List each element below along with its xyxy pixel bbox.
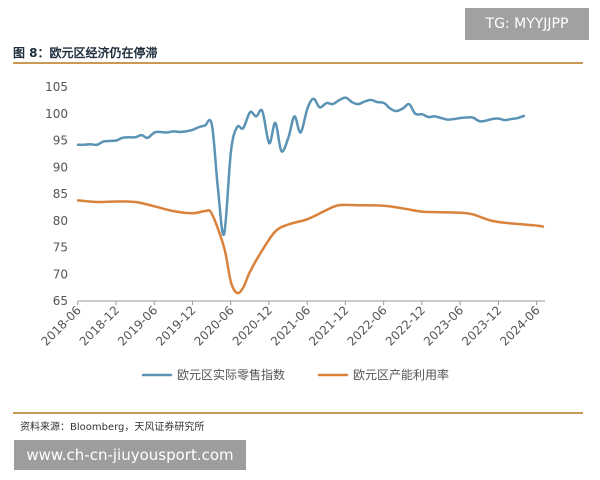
x-tick-label: 2023-06	[421, 303, 466, 348]
title-rule	[13, 62, 583, 64]
source-rule	[13, 412, 583, 414]
x-tick-label: 2022-12	[383, 303, 428, 348]
chart-title: 图 8：欧元区经济仍在停滞	[13, 46, 158, 60]
legend-label: 欧元区实际零售指数	[177, 367, 285, 382]
y-tick-label: 70	[53, 267, 68, 281]
x-tick-label: 2019-06	[115, 303, 160, 348]
x-tick-label: 2021-12	[306, 303, 351, 348]
y-tick-label: 105	[45, 80, 68, 94]
x-tick-label: 2020-06	[191, 303, 236, 348]
source-note: 资料来源：Bloomberg，天风证券研究所	[20, 422, 205, 433]
watermark-top: TG: MYYJJPP	[465, 8, 589, 40]
y-tick-label: 85	[53, 187, 68, 201]
y-tick-label: 65	[53, 294, 68, 308]
x-tick-label: 2018-12	[77, 303, 122, 348]
x-tick-label: 2024-06	[497, 303, 542, 348]
x-tick-label: 2022-06	[344, 303, 389, 348]
x-tick-label: 2023-12	[459, 303, 504, 348]
y-tick-label: 95	[53, 134, 68, 148]
watermark-bottom: www.ch-cn-jiuyousport.com	[14, 440, 246, 470]
x-tick-label: 2018-06	[39, 303, 84, 348]
series-line-retail-index	[76, 96, 526, 236]
series-line-capacity-utilization	[76, 199, 545, 295]
y-tick-label: 90	[53, 160, 68, 174]
legend-label: 欧元区产能利用率	[353, 367, 449, 382]
y-tick-label: 80	[53, 214, 68, 228]
x-tick-label: 2019-12	[153, 303, 198, 348]
y-tick-label: 100	[45, 107, 68, 121]
y-tick-label: 75	[53, 241, 68, 255]
x-tick-label: 2021-06	[268, 303, 313, 348]
x-tick-label: 2020-12	[230, 303, 275, 348]
